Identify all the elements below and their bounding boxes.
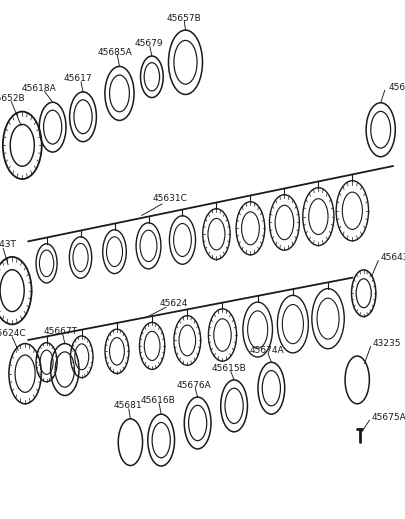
Text: 45643T: 45643T bbox=[381, 253, 405, 262]
Text: 45657B: 45657B bbox=[167, 13, 202, 23]
Text: 45675A: 45675A bbox=[372, 413, 405, 422]
Text: 45615B: 45615B bbox=[211, 364, 246, 373]
Text: 45665: 45665 bbox=[389, 83, 405, 92]
Text: 45681: 45681 bbox=[113, 401, 142, 411]
Text: 45652B: 45652B bbox=[0, 94, 26, 103]
Text: 45667T: 45667T bbox=[44, 326, 78, 336]
Text: 45685A: 45685A bbox=[98, 48, 133, 58]
Text: 45679: 45679 bbox=[135, 39, 163, 48]
Text: 45624: 45624 bbox=[160, 299, 188, 308]
Text: 45616B: 45616B bbox=[141, 396, 175, 405]
Text: 45618A: 45618A bbox=[21, 84, 56, 93]
Text: 45674A: 45674A bbox=[249, 346, 284, 355]
Text: 45676A: 45676A bbox=[176, 380, 211, 390]
Text: 45631C: 45631C bbox=[153, 194, 188, 203]
Text: 45617: 45617 bbox=[64, 74, 92, 84]
Text: 45643T: 45643T bbox=[0, 240, 16, 250]
Text: 43235: 43235 bbox=[373, 339, 401, 348]
Text: 45624C: 45624C bbox=[0, 329, 26, 338]
